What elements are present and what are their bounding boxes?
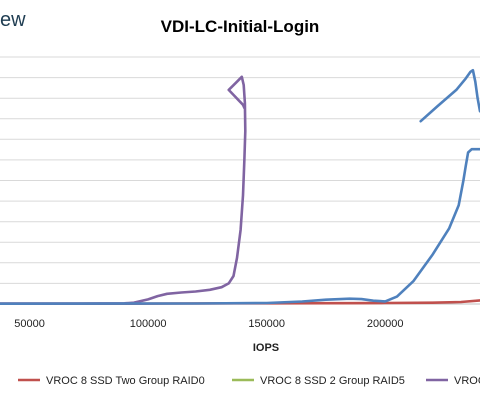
legend-label: VROC 8 SSD Two Group RAID0	[46, 375, 205, 387]
series-line-3	[0, 147, 480, 305]
x-axis-title: IOPS	[253, 342, 279, 354]
brand-logo-text: ew	[0, 9, 26, 31]
chart-title: VDI-LC-Initial-Login	[161, 17, 320, 36]
x-tick-label: 150000	[248, 318, 285, 330]
x-axis-ticks: 50000 100000 150000 200000	[14, 318, 403, 330]
legend: VROC 8 SSD Two Group RAID0 VROC 8 SSD 2 G…	[18, 375, 480, 387]
series-layer	[0, 68, 480, 305]
legend-label: VROC 8 SSD 2 Group RAID5	[260, 375, 405, 387]
x-tick-label: 200000	[367, 318, 404, 330]
series-line-4	[419, 68, 480, 123]
gridlines	[0, 56, 480, 305]
x-tick-label: 50000	[14, 318, 45, 330]
legend-label: VROC	[454, 375, 480, 387]
series-line-2	[0, 75, 247, 305]
x-tick-label: 100000	[130, 318, 167, 330]
